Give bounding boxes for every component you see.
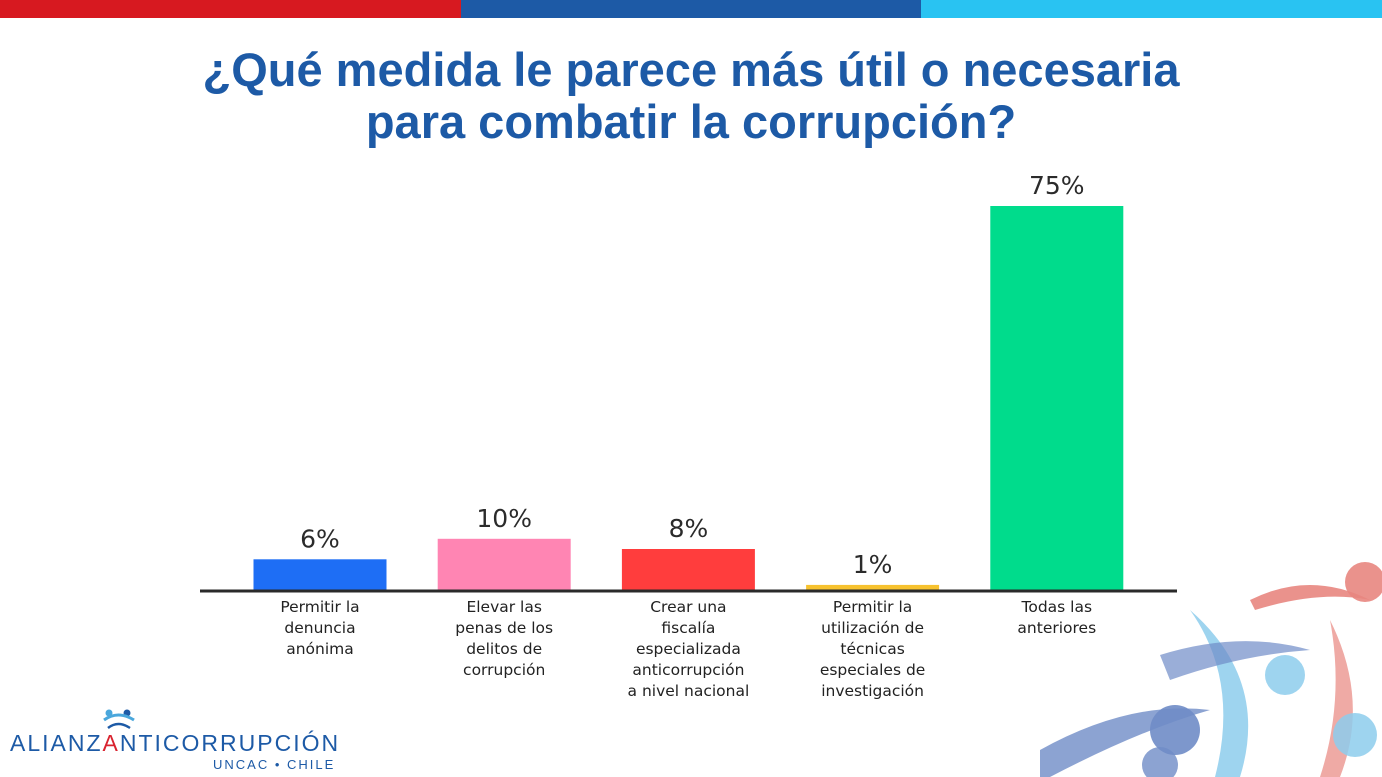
value-label-2: 8%	[669, 514, 709, 543]
bar-3	[806, 584, 940, 590]
title-line-1: ¿Qué medida le parece más útil o necesar…	[202, 43, 1180, 96]
logo-text-1: ALIANZ	[10, 730, 103, 756]
category-label-2-line-3: anticorrupción	[632, 661, 744, 679]
category-label-1-line-0: Elevar las	[466, 598, 542, 616]
bar-0	[253, 559, 387, 590]
value-label-4: 75%	[1029, 171, 1085, 200]
category-label-1-line-1: penas de los	[455, 619, 553, 637]
value-label-3: 1%	[853, 550, 893, 579]
category-label-2-line-2: especializada	[636, 640, 741, 658]
value-label-0: 6%	[300, 524, 340, 553]
decorative-figures-graphic	[1040, 562, 1382, 777]
title-line-2: para combatir la corrupción?	[365, 95, 1017, 148]
bar-2	[621, 549, 755, 590]
category-label-3-line-1: utilización de	[821, 619, 924, 637]
category-label-1-line-2: delitos de	[466, 640, 542, 658]
category-label-0-line-1: denuncia	[284, 619, 355, 637]
logo-text-2: A	[102, 730, 120, 756]
category-label-2-line-4: a nivel nacional	[628, 682, 750, 700]
bar-1	[437, 538, 571, 590]
chart-title: ¿Qué medida le parece más útil o necesar…	[0, 44, 1382, 148]
category-label-3-line-3: especiales de	[820, 661, 926, 679]
category-label-4-line-1: anteriores	[1017, 619, 1096, 637]
category-label-2: Crear una fiscalía especializada anticorrup…	[628, 598, 750, 700]
category-label-2-line-0: Crear una	[650, 598, 726, 616]
top-color-bar	[0, 0, 1382, 18]
alianza-anticorrupcion-logo: ALIANZANTICORRUPCIÓN UNCAC • CHILE	[10, 708, 370, 772]
top-bar-lightblue	[921, 0, 1382, 18]
logo-text-3: NTICORRUPCIÓN	[119, 730, 341, 756]
category-label-4: Todas las anteriores	[1017, 598, 1096, 637]
category-label-1: Elevar las penas de los delitos de corrupci…	[455, 598, 553, 679]
category-label-3: Permitir la utilización de técnicas especia…	[820, 598, 926, 700]
bar-4	[990, 206, 1124, 590]
category-label-0-line-0: Permitir la	[280, 598, 359, 616]
category-label-0: Permitir la denuncia anónima	[280, 598, 359, 658]
logo-figure-icon	[103, 709, 135, 730]
category-label-3-line-4: investigación	[821, 682, 924, 700]
logo-wordmark: ALIANZANTICORRUPCIÓN	[10, 730, 340, 757]
category-label-0-line-2: anónima	[286, 640, 354, 658]
category-label-2-line-1: fiscalía	[661, 619, 715, 637]
category-label-3-line-2: técnicas	[840, 640, 904, 658]
category-label-1-line-3: corrupción	[463, 661, 545, 679]
logo-subtitle: UNCAC • CHILE	[213, 757, 336, 772]
top-bar-blue	[460, 0, 922, 18]
category-label-3-line-0: Permitir la	[833, 598, 912, 616]
top-bar-red	[0, 0, 461, 18]
category-label-4-line-0: Todas las	[1021, 598, 1093, 616]
value-label-1: 10%	[476, 504, 532, 533]
